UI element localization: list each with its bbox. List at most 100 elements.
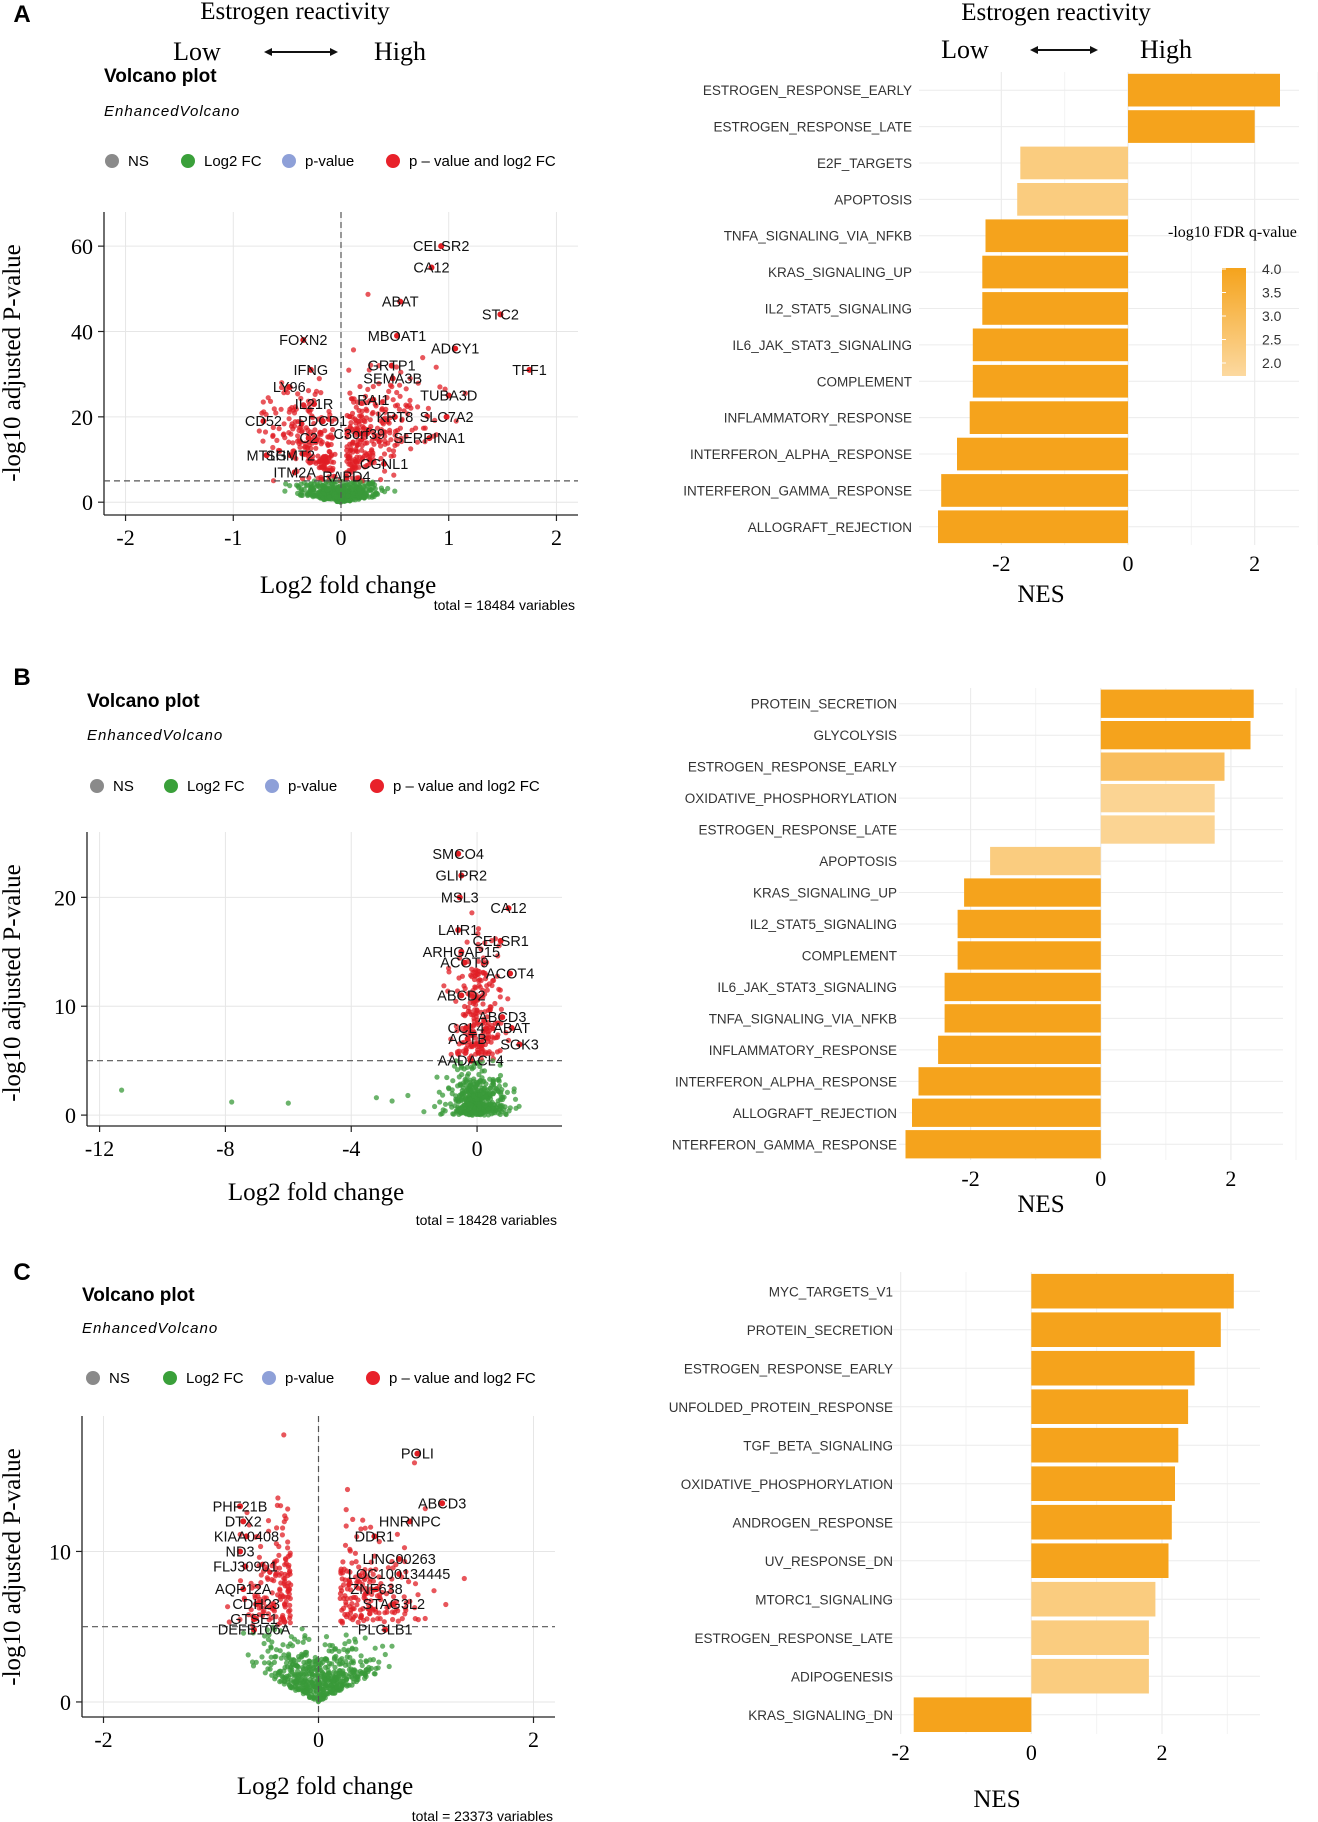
gsea-bar	[912, 1098, 1101, 1127]
volcano-point	[362, 393, 369, 399]
volcano-point	[448, 1036, 454, 1042]
gsea-category-label: TGF_BETA_SIGNALING	[743, 1438, 893, 1453]
volcano-point	[259, 410, 265, 416]
volcano-point	[341, 1646, 347, 1653]
volcano-point	[469, 910, 475, 916]
volcano-point	[285, 1506, 291, 1512]
volcano-point	[271, 406, 277, 412]
volcano-xtick-label: -1	[224, 525, 242, 550]
volcano-point	[388, 437, 394, 443]
volcano-point	[282, 1583, 288, 1589]
volcano-gene-point	[396, 1555, 403, 1562]
volcano-gene-point	[445, 392, 452, 399]
volcano-point	[453, 1023, 459, 1029]
volcano-point	[490, 1076, 496, 1083]
volcano-gene-point	[311, 401, 318, 408]
volcano-point	[317, 430, 323, 437]
volcano-point	[343, 1602, 349, 1608]
volcano-point	[350, 347, 357, 353]
volcano-point	[313, 1688, 319, 1694]
volcano-point	[453, 998, 459, 1004]
volcano-point	[278, 1592, 285, 1598]
volcano-point	[324, 1657, 330, 1664]
volcano-point	[344, 1586, 350, 1592]
legend-pvalue-and-log2fc-dot	[386, 154, 400, 168]
volcano-point	[469, 994, 475, 1000]
volcano-point	[277, 1679, 283, 1685]
volcano-point	[376, 1574, 382, 1580]
volcano-point	[282, 1594, 288, 1600]
volcano-point	[468, 1088, 474, 1094]
volcano-point	[299, 476, 306, 482]
gsea-bar	[1100, 721, 1251, 750]
volcano-point	[370, 383, 376, 390]
gsea-category-label: TNFA_SIGNALING_VIA_NFKB	[709, 1011, 897, 1026]
volcano-gene-label: ITM2A	[273, 465, 316, 481]
volcano-point	[328, 453, 334, 459]
volcano-point	[433, 432, 439, 438]
volcano-point	[328, 467, 334, 474]
volcano-point	[456, 975, 462, 981]
volcano-point	[478, 946, 484, 952]
volcano-point	[467, 1000, 473, 1006]
volcano-gene-label: POLI	[401, 1447, 434, 1463]
volcano-point	[288, 423, 295, 429]
volcano-point	[302, 444, 308, 450]
legend-pvalue-and-log2fc-label: p – value and log2 FC	[389, 1370, 536, 1387]
volcano-point	[248, 1607, 254, 1613]
volcano-point	[458, 1060, 464, 1066]
volcano-point	[403, 433, 409, 439]
gsea-category-label: KRAS_SIGNALING_UP	[753, 886, 897, 901]
volcano-point	[358, 1586, 365, 1592]
volcano-point	[462, 1003, 468, 1010]
gsea-category-label: APOPTOSIS	[834, 192, 912, 207]
volcano-point	[299, 450, 305, 457]
header-left-high: High	[374, 37, 426, 66]
volcano-xtick-label: -2	[116, 525, 134, 550]
volcano-caption: total = 18428 variables	[416, 1212, 557, 1228]
volcano-point	[378, 443, 384, 449]
gsea-category-label: E2F_TARGETS	[817, 156, 912, 171]
volcano-point	[240, 1630, 247, 1636]
volcano-point	[283, 1655, 290, 1662]
volcano-point	[273, 1541, 279, 1547]
volcano-point	[389, 1558, 395, 1565]
volcano-point	[506, 1108, 512, 1114]
volcano-point	[477, 1092, 483, 1098]
volcano-gene-point	[497, 311, 504, 318]
volcano-point	[390, 1616, 396, 1623]
volcano-gene-label: ABAT	[382, 295, 419, 311]
volcano-gene-label: GTSE1	[230, 1612, 278, 1628]
volcano-point	[280, 1525, 286, 1531]
volcano-point	[446, 1086, 452, 1092]
volcano-point	[248, 1580, 254, 1586]
volcano-point	[340, 485, 346, 491]
volcano-point	[307, 460, 313, 466]
volcano-point	[373, 1095, 379, 1101]
volcano-y-axis-label: -log10 adjusted P-value	[0, 864, 26, 1101]
volcano-point	[492, 1000, 498, 1007]
volcano-point	[298, 395, 304, 401]
volcano-point	[472, 984, 478, 990]
volcano-point	[318, 390, 324, 396]
gsea-category-label: INTERFERON_ALPHA_RESPONSE	[690, 447, 912, 462]
volcano-point	[350, 429, 357, 435]
volcano-point	[259, 1561, 265, 1567]
volcano-point	[358, 400, 364, 406]
volcano-point	[237, 1531, 243, 1538]
volcano-point	[386, 388, 392, 394]
volcano-point	[274, 437, 280, 443]
header-right-high: High	[1140, 35, 1192, 64]
volcano-point	[450, 1078, 456, 1084]
volcano-point	[256, 428, 262, 434]
volcano-point	[381, 451, 388, 457]
volcano-point	[271, 1627, 278, 1633]
volcano-point	[473, 1111, 479, 1117]
volcano-ytick-label: 0	[65, 1103, 76, 1128]
volcano-point	[302, 1633, 308, 1639]
volcano-point	[388, 1583, 394, 1589]
volcano-point	[273, 1565, 279, 1571]
volcano-point	[277, 1668, 283, 1674]
volcano-point	[441, 983, 447, 989]
volcano-point	[324, 487, 330, 493]
